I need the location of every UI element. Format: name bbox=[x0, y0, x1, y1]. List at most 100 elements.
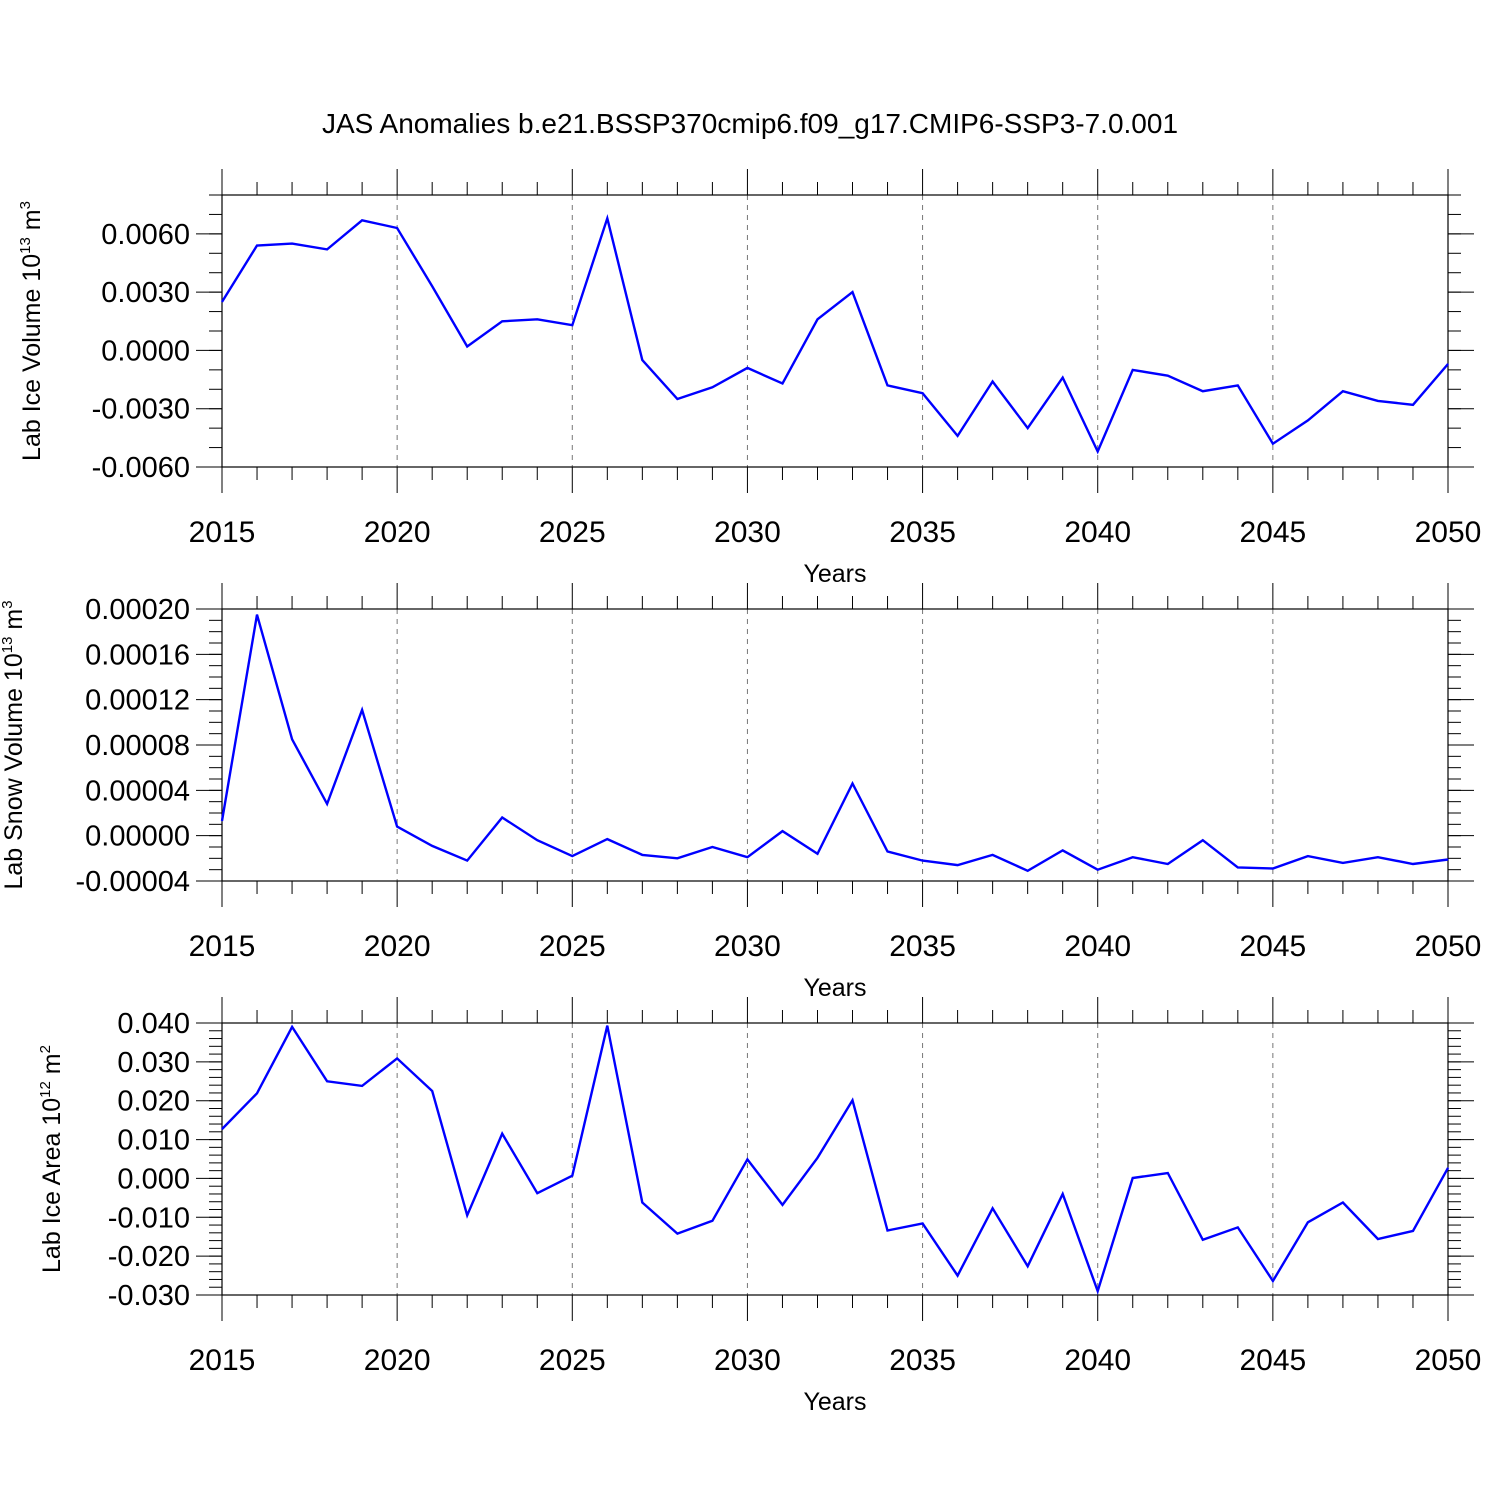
data-point bbox=[361, 219, 363, 221]
data-point bbox=[536, 839, 538, 841]
data-point bbox=[606, 1025, 608, 1027]
y-tick-label: 0.00004 bbox=[85, 775, 190, 807]
x-tick-label: 2015 bbox=[189, 1344, 256, 1377]
data-point bbox=[1097, 1290, 1099, 1292]
data-point bbox=[221, 1128, 223, 1130]
data-point bbox=[221, 820, 223, 822]
data-point bbox=[1412, 404, 1414, 406]
data-point bbox=[1237, 866, 1239, 868]
data-point bbox=[1167, 375, 1169, 377]
y-tick-label: -0.010 bbox=[108, 1202, 190, 1234]
x-tick-label: 2020 bbox=[364, 1344, 431, 1377]
data-point bbox=[1272, 443, 1274, 445]
data-point bbox=[1342, 1202, 1344, 1204]
data-point bbox=[396, 227, 398, 229]
x-tick-label: 2015 bbox=[189, 930, 256, 963]
x-tick-label: 2035 bbox=[889, 1344, 956, 1377]
y-tick-label: -0.0060 bbox=[92, 452, 190, 484]
x-tick-label: 2025 bbox=[539, 516, 606, 549]
data-point bbox=[256, 614, 258, 616]
x-axis-label: Years bbox=[803, 974, 866, 1002]
data-point bbox=[1307, 855, 1309, 857]
data-point bbox=[326, 1080, 328, 1082]
y-axis-label: Lab Snow Volume 1013 m3 bbox=[0, 600, 28, 889]
data-point bbox=[781, 830, 783, 832]
data-point bbox=[887, 1229, 889, 1231]
data-point bbox=[922, 1223, 924, 1225]
x-tick-label: 2035 bbox=[889, 516, 956, 549]
data-point bbox=[852, 783, 854, 785]
x-tick-label: 2040 bbox=[1064, 930, 1131, 963]
series-line bbox=[220, 213, 1449, 455]
y-tick-label: -0.020 bbox=[108, 1241, 190, 1273]
panel-2: -0.00004 0.00000 0.00004 0.00008 0.00012 0.00… bbox=[0, 583, 1481, 1002]
x-tick-label: 2030 bbox=[714, 516, 781, 549]
data-point bbox=[1167, 863, 1169, 865]
x-tick-label: 2045 bbox=[1239, 516, 1306, 549]
y-tick-label: 0.00016 bbox=[85, 639, 190, 671]
data-point bbox=[992, 381, 994, 383]
y-axis-label: Lab Ice Area 1012 m2 bbox=[37, 1045, 66, 1273]
data-point bbox=[816, 853, 818, 855]
data-point bbox=[536, 318, 538, 320]
data-point bbox=[1132, 1177, 1134, 1179]
data-point bbox=[1342, 390, 1344, 392]
data-point bbox=[1062, 849, 1064, 851]
panel-3: -0.030 -0.020 -0.010 0.000 0.010 0.020 0.030 0.… bbox=[37, 997, 1481, 1416]
plot-frame bbox=[221, 194, 1449, 468]
data-point bbox=[361, 1085, 363, 1087]
data-point bbox=[1272, 1280, 1274, 1282]
data-point bbox=[606, 838, 608, 840]
data-point bbox=[1412, 863, 1414, 865]
chart-title: JAS Anomalies b.e21.BSSP370cmip6.f09_g17… bbox=[322, 108, 1178, 139]
x-tick-label: 2025 bbox=[539, 1344, 606, 1377]
data-point bbox=[466, 860, 468, 862]
data-point bbox=[922, 392, 924, 394]
data-point bbox=[957, 1275, 959, 1277]
data-point bbox=[887, 384, 889, 386]
data-point bbox=[852, 291, 854, 293]
panel-1: -0.0060 -0.0030 0.0000 0.0030 0.0060 2015 2020… bbox=[17, 169, 1481, 588]
data-point bbox=[781, 382, 783, 384]
data-point bbox=[291, 1026, 293, 1028]
data-point bbox=[466, 346, 468, 348]
x-tick-label: 2040 bbox=[1064, 1344, 1131, 1377]
data-point bbox=[1412, 1230, 1414, 1232]
data-point bbox=[676, 1233, 678, 1235]
data-point bbox=[641, 359, 643, 361]
data-point bbox=[992, 854, 994, 856]
y-tick-label: 0.00000 bbox=[85, 821, 190, 853]
y-tick-label: -0.0030 bbox=[92, 394, 190, 426]
data-point bbox=[816, 318, 818, 320]
data-point bbox=[361, 709, 363, 711]
data-point bbox=[431, 285, 433, 287]
x-tick-label: 2045 bbox=[1239, 1344, 1306, 1377]
y-tick-label: 0.040 bbox=[117, 1008, 190, 1040]
data-point bbox=[256, 1092, 258, 1094]
data-point bbox=[1272, 868, 1274, 870]
data-point bbox=[571, 855, 573, 857]
data-point bbox=[1097, 869, 1099, 871]
x-tick-label: 2045 bbox=[1239, 930, 1306, 963]
data-point bbox=[536, 1192, 538, 1194]
x-tick-label: 2050 bbox=[1415, 516, 1482, 549]
y-tick-label: -0.00004 bbox=[76, 866, 191, 898]
y-tick-label: -0.030 bbox=[108, 1280, 190, 1312]
data-point bbox=[466, 1214, 468, 1216]
data-point bbox=[501, 817, 503, 819]
x-tick-label: 2015 bbox=[189, 516, 256, 549]
x-tick-label: 2050 bbox=[1415, 1344, 1482, 1377]
data-point bbox=[1237, 384, 1239, 386]
data-point bbox=[1097, 450, 1099, 452]
y-tick-label: 0.020 bbox=[117, 1086, 190, 1118]
x-tick-label: 2035 bbox=[889, 930, 956, 963]
data-point bbox=[711, 386, 713, 388]
data-point bbox=[1377, 400, 1379, 402]
data-point bbox=[746, 856, 748, 858]
x-tick-label: 2040 bbox=[1064, 516, 1131, 549]
data-point bbox=[1027, 427, 1029, 429]
data-point bbox=[1307, 1221, 1309, 1223]
data-point bbox=[1062, 377, 1064, 379]
y-tick-label: 0.010 bbox=[117, 1125, 190, 1157]
y-axis-label: Lab Ice Volume 1013 m3 bbox=[17, 201, 46, 461]
